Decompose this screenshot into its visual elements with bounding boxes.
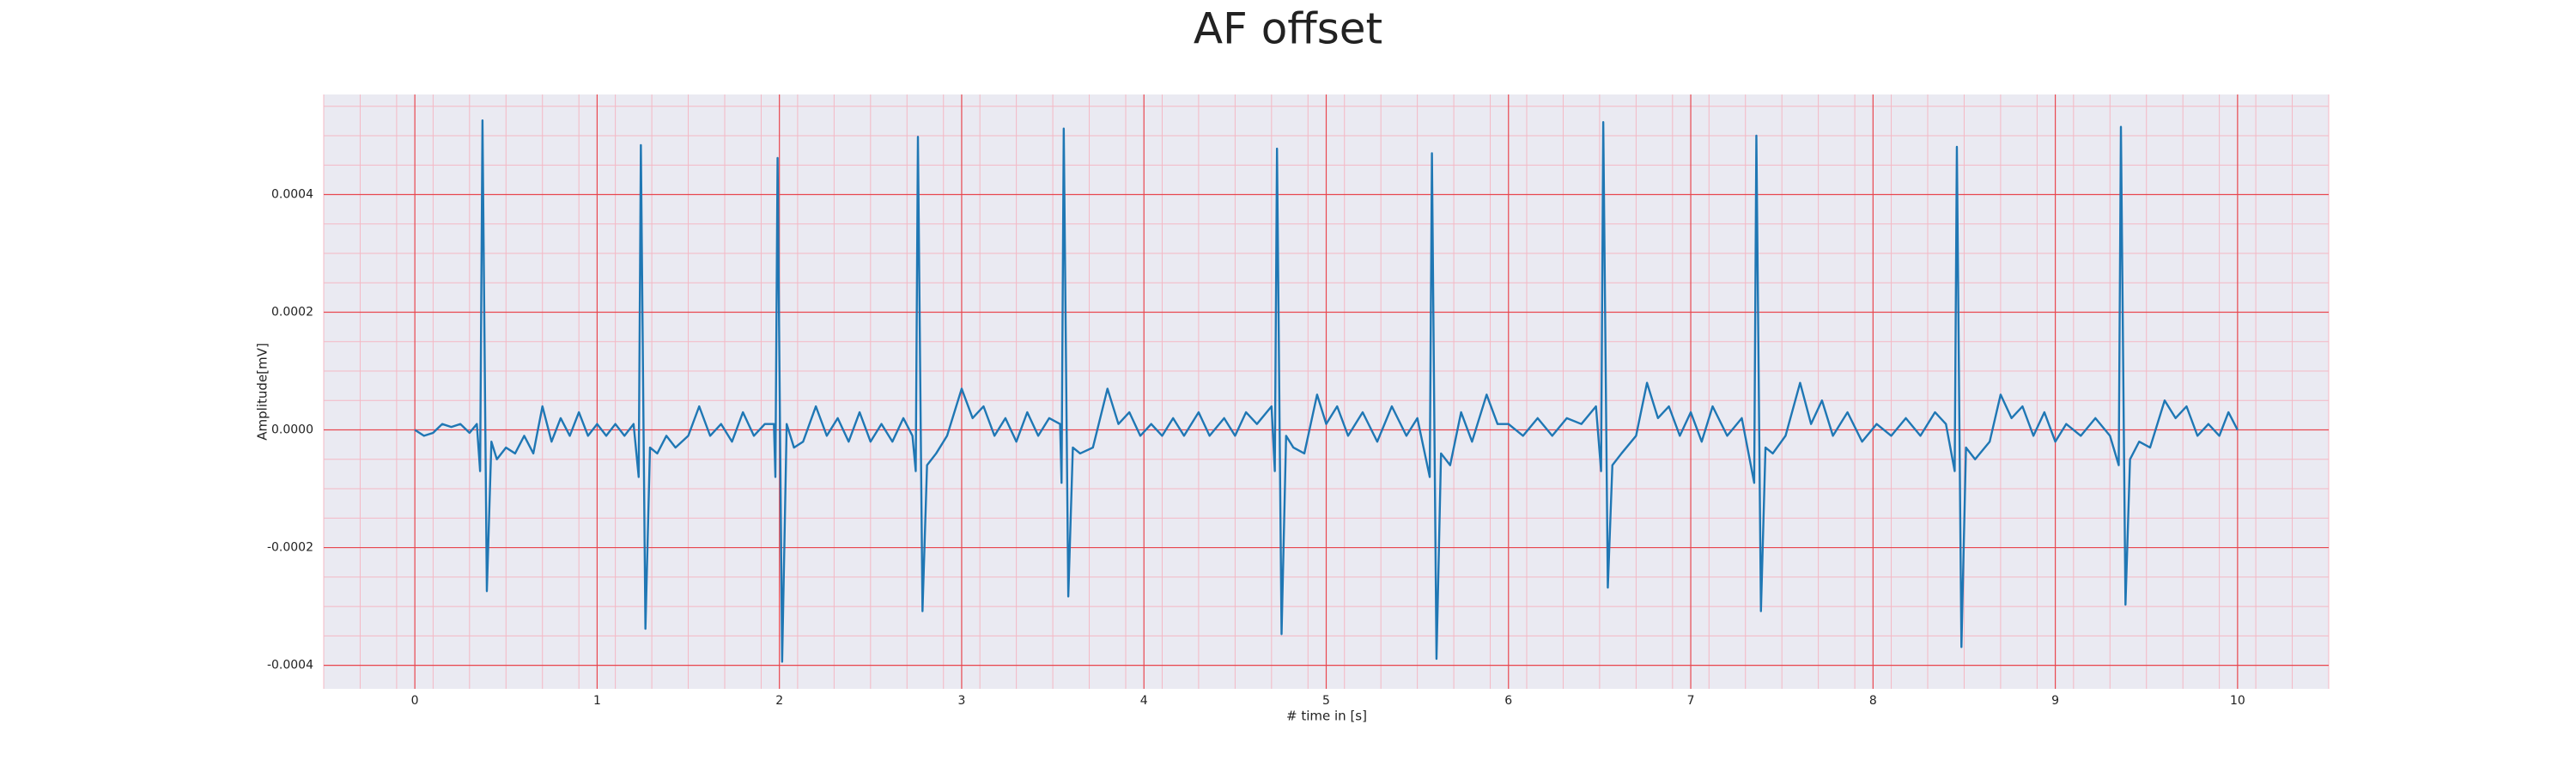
chart-title: AF offset bbox=[1194, 4, 1382, 54]
y-tick-label: 0.0002 bbox=[271, 306, 313, 320]
line bbox=[414, 119, 2239, 663]
y-tick-label: -0.0002 bbox=[267, 541, 313, 555]
x-tick-label: 6 bbox=[1504, 694, 1512, 708]
x-tick-label: 4 bbox=[1140, 694, 1148, 708]
grid bbox=[323, 94, 2330, 689]
y-axis-label: Amplitude[mV] bbox=[255, 343, 270, 440]
x-axis-label: # time in [s] bbox=[1286, 709, 1367, 724]
x-tick-label: 3 bbox=[957, 694, 965, 708]
x-tick-label: 0 bbox=[411, 694, 419, 708]
y-tick-label: -0.0004 bbox=[267, 659, 313, 673]
x-tick-label: 9 bbox=[2051, 694, 2059, 708]
x-tick-label: 2 bbox=[775, 694, 783, 708]
x-tick-label: 1 bbox=[593, 694, 601, 708]
x-tick-label: 8 bbox=[1869, 694, 1877, 708]
x-tick-label: 5 bbox=[1322, 694, 1330, 708]
y-tick-label: 0.0004 bbox=[271, 187, 313, 201]
x-tick-label: 10 bbox=[2230, 694, 2245, 708]
marks bbox=[414, 119, 2239, 663]
y-tick-label: 0.0000 bbox=[271, 423, 313, 437]
x-tick-label: 7 bbox=[1687, 694, 1695, 708]
